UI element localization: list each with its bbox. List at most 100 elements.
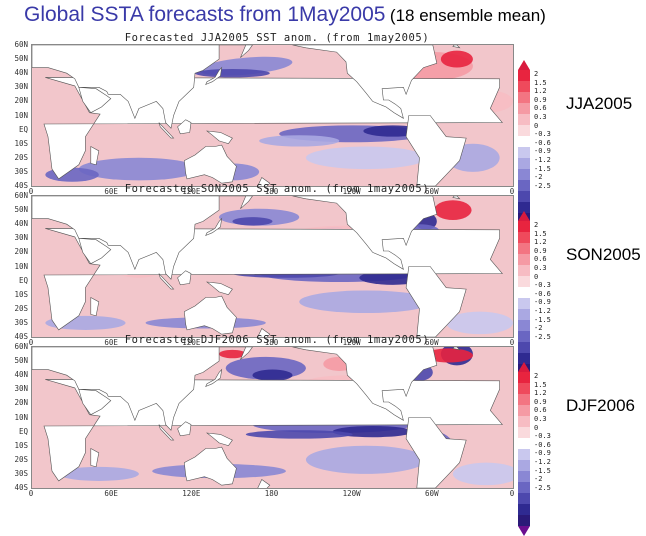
colorbar-label: -0.9	[534, 147, 551, 156]
figure-title: Global SSTA forecasts from 1May2005 (18 …	[24, 3, 546, 27]
anomaly-patch	[305, 445, 427, 474]
longitude-label: 60W	[425, 187, 439, 196]
land-mass	[183, 144, 237, 184]
latitude-label: 10S	[14, 440, 28, 450]
anomaly-patch	[78, 157, 200, 181]
colorbar-segment	[518, 342, 530, 353]
latitude-label: 50N	[14, 54, 28, 64]
colorbar-label: -2	[534, 324, 543, 333]
land-mass	[292, 45, 438, 119]
land-mass	[158, 273, 175, 290]
latitude-label: 10N	[14, 110, 28, 120]
latitude-label: EQ	[18, 426, 28, 436]
latitude-label: 40S	[14, 181, 28, 190]
figure-title-sub: (18 ensemble mean)	[389, 6, 546, 25]
colorbar-segment	[518, 471, 530, 482]
map-panel-title: Forecasted JJA2005 SST anom. (from 1may2…	[124, 32, 430, 44]
colorbar-segment	[518, 394, 530, 405]
colorbar-label: 0	[534, 121, 539, 130]
season-label: JJA2005	[566, 94, 633, 113]
longitude-label: 180	[264, 187, 279, 196]
land-mass	[205, 432, 233, 447]
land-mass	[405, 266, 467, 337]
latitude-label: 20N	[14, 247, 28, 257]
anomaly-patch	[195, 68, 270, 78]
colorbar-label: 0.3	[534, 264, 547, 272]
land-mass	[405, 417, 467, 488]
colorbar-label: 0.9	[534, 397, 547, 406]
land-mass	[177, 421, 192, 437]
colorbar-min-arrow	[518, 526, 530, 536]
longitude-label: 120W	[342, 187, 361, 196]
land-mass	[158, 424, 175, 441]
longitude-label: 60W	[425, 489, 439, 498]
land-mass	[205, 130, 233, 145]
land-mass	[405, 115, 467, 186]
land-mass	[90, 145, 100, 166]
land-mass	[219, 196, 253, 209]
colorbar-label: -0.3	[534, 130, 551, 139]
colorbar-label: -0.6	[534, 440, 551, 449]
colorbar-label: -1.2	[534, 156, 551, 164]
colorbar-segment	[518, 92, 530, 103]
latitude-label: 60N	[14, 40, 28, 49]
colorbar-label: -0.3	[534, 432, 551, 441]
land-mass	[183, 295, 237, 335]
latitude-label: 10N	[14, 412, 28, 422]
anomaly-patch	[424, 348, 473, 363]
latitude-label: 30N	[14, 82, 28, 92]
longitude-label: 0	[509, 187, 515, 196]
anomaly-patch	[232, 217, 273, 226]
latitude-label: 40N	[14, 219, 28, 229]
anomaly-patch	[446, 311, 513, 335]
longitude-label: 60W	[425, 338, 439, 347]
latitude-label: 30S	[14, 468, 28, 478]
colorbar-label: 0.6	[534, 406, 547, 415]
longitude-label: 180	[264, 338, 279, 347]
land-mass	[257, 479, 271, 488]
colorbar-segment	[518, 125, 530, 136]
anomaly-patch	[252, 369, 293, 381]
longitude-label: 0	[28, 489, 34, 498]
anomaly-patch	[452, 462, 513, 486]
latitude-label: 40S	[14, 332, 28, 341]
colorbar-segment	[518, 221, 530, 232]
latitude-label: 50N	[14, 356, 28, 366]
longitude-label: 0	[28, 338, 34, 347]
land-mass	[183, 446, 237, 486]
colorbar-segment	[518, 493, 530, 504]
land-mass	[205, 368, 223, 388]
colorbar-segment	[518, 70, 530, 81]
colorbar-label: -0.6	[534, 138, 551, 147]
colorbar-segment	[518, 191, 530, 202]
map-panel-title: Forecasted SON2005 SST anom. (from 1may2…	[124, 183, 430, 195]
latitude-label: 60N	[14, 191, 28, 200]
colorbar-segment	[518, 232, 530, 243]
colorbar-label: 1.2	[534, 87, 547, 96]
longitude-label: 120E	[182, 489, 201, 498]
colorbar-label: 0	[534, 423, 539, 432]
colorbar-label: 0	[534, 272, 539, 281]
colorbar-segment	[518, 427, 530, 438]
latitude-label: 40N	[14, 68, 28, 78]
land-mass	[205, 217, 223, 237]
land-mass	[292, 196, 438, 270]
latitude-label: 60N	[14, 342, 28, 351]
land-mass	[177, 270, 192, 286]
land-mass	[32, 196, 220, 280]
colorbar-label: -0.3	[534, 281, 551, 290]
colorbar-segment	[518, 298, 530, 309]
longitude-label: 0	[509, 338, 515, 347]
latitude-label: 20S	[14, 303, 28, 313]
colorbar-segment	[518, 81, 530, 92]
colorbar-segment	[518, 331, 530, 342]
latitude-label: 10N	[14, 261, 28, 271]
colorbar-segment	[518, 353, 530, 364]
land-mass	[177, 119, 192, 135]
longitude-label: 120W	[342, 489, 361, 498]
colorbar-label: 1.2	[534, 389, 547, 398]
latitude-label: 40S	[14, 483, 28, 492]
latitude-label: 30N	[14, 233, 28, 243]
anomaly-patch	[305, 146, 427, 170]
sst-anomaly-map	[31, 346, 514, 489]
